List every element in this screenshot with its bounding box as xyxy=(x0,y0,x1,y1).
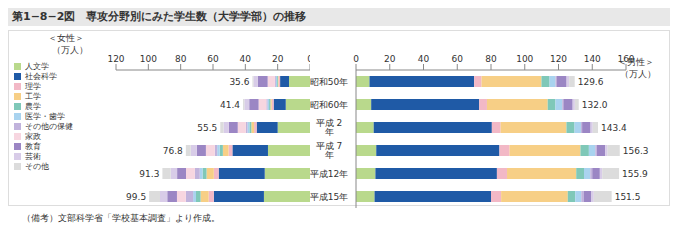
svg-text:平成 7年: 平成 7年 xyxy=(316,141,343,160)
svg-text:0: 0 xyxy=(353,54,359,64)
svg-text:99.5: 99.5 xyxy=(126,192,146,202)
svg-text:昭和60年: 昭和60年 xyxy=(310,100,348,110)
svg-text:156.3: 156.3 xyxy=(623,146,649,156)
svg-text:平成12年: 平成12年 xyxy=(310,169,348,179)
svg-text:160: 160 xyxy=(617,54,634,64)
svg-text:120: 120 xyxy=(107,54,124,64)
svg-text:60: 60 xyxy=(452,54,464,64)
svg-text:100: 100 xyxy=(140,54,157,64)
svg-text:129.6: 129.6 xyxy=(578,77,604,87)
svg-text:平成 2年: 平成 2年 xyxy=(316,118,343,137)
svg-text:140: 140 xyxy=(584,54,601,64)
svg-text:20: 20 xyxy=(384,54,396,64)
svg-text:55.5: 55.5 xyxy=(197,123,217,133)
svg-text:昭和50年: 昭和50年 xyxy=(310,77,348,87)
svg-text:155.9: 155.9 xyxy=(622,169,648,179)
svg-text:41.4: 41.4 xyxy=(220,100,240,110)
svg-text:40: 40 xyxy=(240,54,252,64)
svg-text:91.3: 91.3 xyxy=(139,169,159,179)
svg-text:平成15年: 平成15年 xyxy=(310,192,348,202)
svg-text:40: 40 xyxy=(418,54,430,64)
svg-text:80: 80 xyxy=(485,54,497,64)
svg-text:132.0: 132.0 xyxy=(582,100,608,110)
svg-text:60: 60 xyxy=(207,54,219,64)
svg-text:151.5: 151.5 xyxy=(615,192,641,202)
svg-text:143.4: 143.4 xyxy=(601,123,627,133)
svg-text:120: 120 xyxy=(550,54,567,64)
svg-text:20: 20 xyxy=(272,54,284,64)
svg-text:35.6: 35.6 xyxy=(229,77,249,87)
svg-text:0: 0 xyxy=(307,54,310,64)
svg-text:76.8: 76.8 xyxy=(163,146,183,156)
svg-text:100: 100 xyxy=(516,54,533,64)
svg-text:80: 80 xyxy=(175,54,187,64)
